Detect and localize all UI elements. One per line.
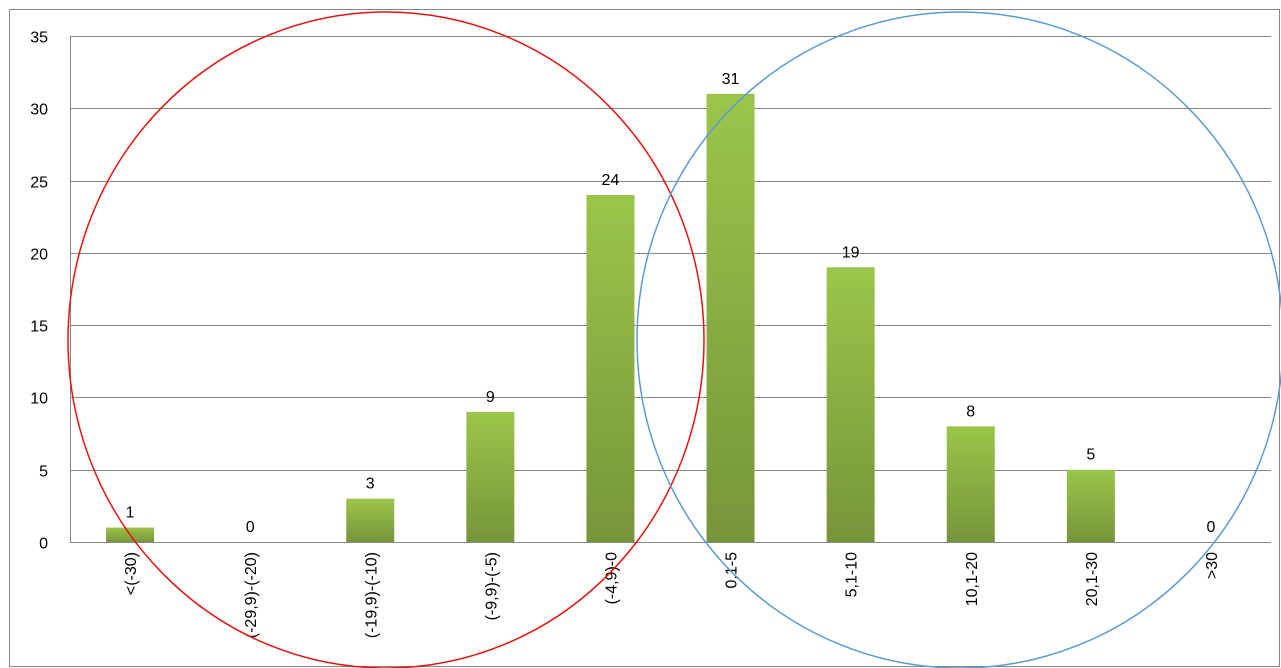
- data-label: 0: [1206, 519, 1215, 536]
- x-category-label: (-4,9)-0: [603, 552, 620, 605]
- x-category-label: (-9,9)-(-5): [483, 552, 500, 620]
- y-tick-label: 5: [39, 464, 48, 481]
- bar: [346, 498, 395, 542]
- chart-frame-border: [9, 9, 1280, 667]
- data-label: 8: [966, 403, 975, 420]
- data-label: 31: [722, 71, 740, 88]
- bar: [586, 195, 635, 542]
- y-tick-label: 15: [30, 319, 48, 336]
- data-label: 24: [602, 172, 620, 189]
- y-tick-label: 20: [30, 247, 48, 264]
- x-category-label: 0,1-5: [724, 552, 741, 589]
- x-category-label: <(-30): [123, 552, 140, 595]
- y-tick-label: 30: [30, 102, 48, 119]
- x-category-label: 10,1-20: [964, 552, 981, 606]
- y-tick-label: 35: [30, 30, 48, 47]
- data-label: 3: [366, 476, 375, 493]
- data-label: 0: [246, 519, 255, 536]
- y-tick-label: 0: [39, 536, 48, 553]
- data-label: 9: [486, 389, 495, 406]
- annotation-circle-left: [67, 11, 705, 668]
- data-label: 19: [842, 244, 860, 261]
- bar: [826, 267, 875, 542]
- x-category-label: 5,1-10: [844, 552, 861, 597]
- x-category-label: 20,1-30: [1084, 552, 1101, 606]
- y-tick-label: 10: [30, 391, 48, 408]
- bar: [706, 93, 755, 542]
- bar: [946, 426, 995, 542]
- bar: [1066, 469, 1115, 542]
- bar: [466, 411, 515, 542]
- x-category-label: (-29,9)-(-20): [243, 552, 260, 638]
- annotation-circle-right: [636, 11, 1281, 668]
- x-category-label: >30: [1204, 552, 1221, 579]
- data-label: 5: [1086, 447, 1095, 464]
- x-category-label: (-19,9)-(-10): [363, 552, 380, 638]
- data-label: 1: [126, 505, 135, 522]
- y-tick-label: 25: [30, 175, 48, 192]
